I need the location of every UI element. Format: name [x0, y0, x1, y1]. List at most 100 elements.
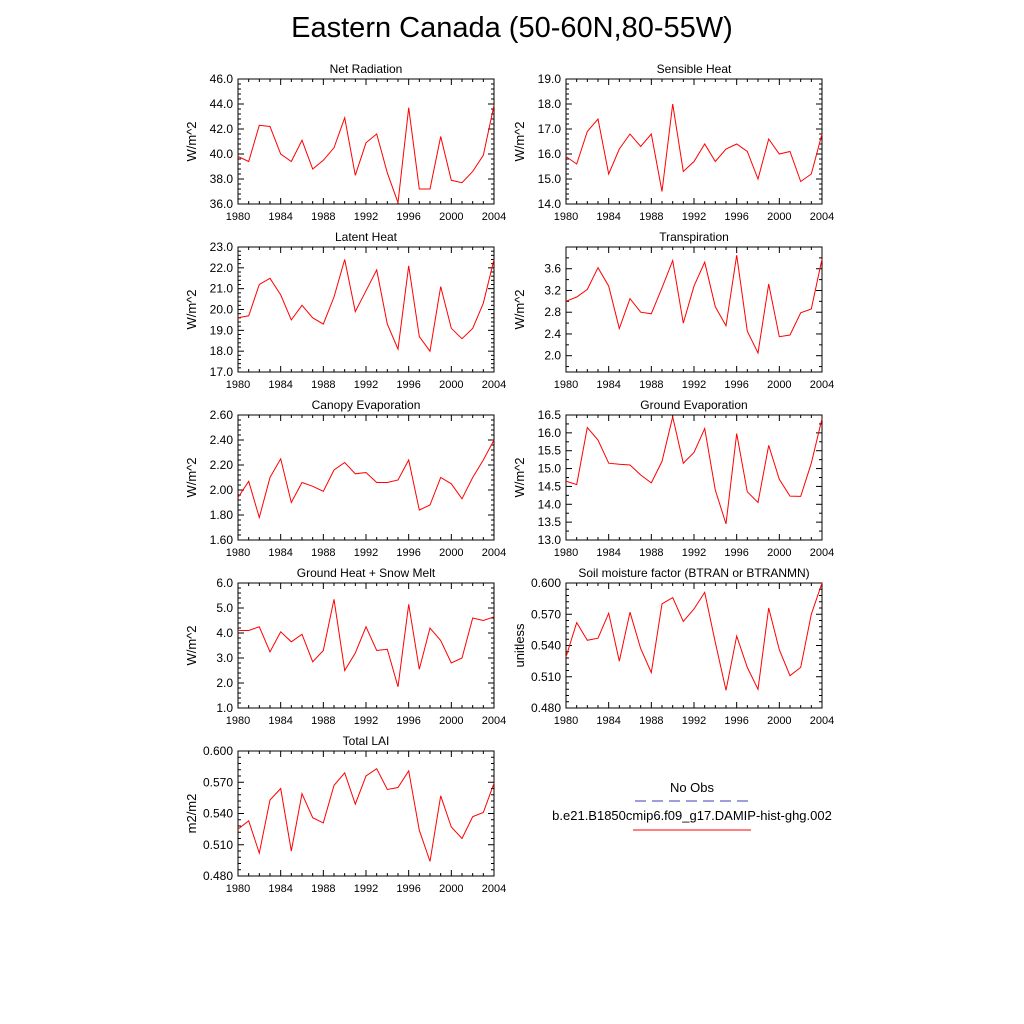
panel-title: Canopy Evaporation	[312, 398, 421, 412]
y-axis-label: W/m^2	[184, 289, 199, 329]
x-tick-label: 2004	[482, 547, 506, 559]
y-tick-label: 20.0	[210, 303, 234, 317]
legend-model-label: b.e21.B1850cmip6.f09_g17.DAMIP-hist-ghg.…	[552, 808, 832, 823]
chart-panel-1: Net Radiation W/m^2 1980 1984 1988 1992 1996 20…	[184, 62, 506, 223]
y-tick-label: 2.8	[544, 305, 561, 319]
y-tick-label: 4.0	[216, 626, 233, 640]
y-axis-label: unitless	[512, 623, 527, 668]
y-tick-label: 2.00	[210, 483, 234, 497]
series-line	[238, 599, 495, 687]
x-tick-label: 2004	[482, 883, 506, 895]
y-tick-label: 16.0	[538, 426, 562, 440]
x-tick-label: 1996	[724, 379, 748, 391]
chart-panel-7: Ground Heat + Snow Melt W/m^2 1980 1984 1988…	[184, 566, 506, 727]
x-tick-label: 1988	[311, 211, 335, 223]
chart-panel-6: Ground Evaporation W/m^2 1980 1984 1988 1992 1…	[512, 398, 834, 559]
x-tick-label: 2004	[810, 211, 834, 223]
x-tick-label: 1996	[396, 715, 420, 727]
chart-panel-9: Total LAI m2/m2 1980 1984 1988 1992 1996 2000 20…	[184, 734, 506, 895]
plot-frame	[565, 582, 823, 709]
y-tick-label: 13.0	[538, 533, 562, 547]
plot-frame	[565, 414, 823, 541]
x-tick-label: 1992	[354, 211, 378, 223]
plot-frame	[237, 246, 495, 373]
chart-panels: Net Radiation W/m^2 1980 1984 1988 1992 1996 20…	[184, 62, 834, 895]
y-tick-label: 17.0	[210, 365, 234, 379]
y-tick-label: 2.60	[210, 408, 234, 422]
x-tick-label: 2004	[482, 715, 506, 727]
legend-obs-label: No Obs	[670, 780, 715, 795]
x-tick-label: 1980	[226, 379, 250, 391]
plot-frame	[565, 78, 823, 205]
series-line	[565, 582, 823, 692]
series-line	[237, 105, 495, 203]
x-tick-label: 2004	[810, 715, 834, 727]
x-tick-label: 1984	[268, 547, 292, 559]
y-tick-label: 38.0	[210, 172, 234, 186]
y-tick-label: 3.6	[544, 262, 561, 276]
x-tick-label: 2000	[439, 715, 463, 727]
x-tick-label: 1980	[554, 211, 578, 223]
x-tick-label: 2000	[767, 547, 791, 559]
x-tick-label: 1984	[268, 715, 292, 727]
y-axis-label: W/m^2	[184, 457, 199, 497]
y-tick-label: 2.40	[210, 433, 234, 447]
y-tick-label: 2.0	[544, 349, 561, 363]
y-tick-label: 2.20	[210, 458, 234, 472]
x-tick-label: 1980	[226, 547, 250, 559]
y-tick-label: 0.600	[531, 576, 561, 590]
y-tick-label: 46.0	[210, 72, 234, 86]
x-tick-label: 1984	[268, 883, 292, 895]
series-line	[237, 439, 495, 520]
y-axis-label: W/m^2	[512, 121, 527, 161]
y-tick-label: 0.540	[203, 807, 233, 821]
y-tick-label: 17.0	[538, 122, 562, 136]
chart-panel-8: Soil moisture factor (BTRAN or BTRANMN) u…	[512, 566, 834, 727]
x-tick-label: 1980	[226, 211, 250, 223]
y-tick-label: 2.0	[216, 676, 233, 690]
x-tick-label: 1992	[354, 715, 378, 727]
y-tick-label: 14.0	[538, 197, 562, 211]
y-tick-label: 1.80	[210, 508, 234, 522]
x-tick-label: 1988	[311, 547, 335, 559]
y-tick-label: 3.0	[216, 651, 233, 665]
y-tick-label: 22.0	[210, 261, 234, 275]
x-tick-label: 1988	[311, 379, 335, 391]
y-tick-label: 14.0	[538, 497, 562, 511]
plot-frame	[237, 414, 495, 541]
y-tick-label: 40.0	[210, 147, 234, 161]
panel-title: Transpiration	[659, 230, 729, 244]
x-tick-label: 1996	[724, 547, 748, 559]
x-tick-label: 1992	[682, 211, 706, 223]
y-tick-label: 15.0	[538, 462, 562, 476]
x-tick-label: 1988	[639, 379, 663, 391]
x-tick-label: 1996	[396, 883, 420, 895]
panel-title: Sensible Heat	[657, 62, 732, 76]
x-tick-label: 2000	[439, 379, 463, 391]
x-tick-label: 2004	[810, 379, 834, 391]
x-tick-label: 1996	[724, 211, 748, 223]
series-line	[565, 255, 823, 355]
x-tick-label: 1980	[554, 547, 578, 559]
y-tick-label: 0.510	[531, 670, 561, 684]
x-tick-label: 1984	[596, 211, 620, 223]
x-tick-label: 2000	[439, 211, 463, 223]
x-tick-label: 1980	[554, 379, 578, 391]
x-tick-label: 2004	[810, 547, 834, 559]
y-tick-label: 1.60	[210, 533, 234, 547]
y-tick-label: 23.0	[210, 240, 234, 254]
x-tick-label: 1980	[226, 715, 250, 727]
y-tick-label: 0.510	[203, 838, 233, 852]
series-line	[565, 416, 823, 525]
x-tick-label: 1996	[396, 547, 420, 559]
x-tick-label: 1988	[639, 547, 663, 559]
x-tick-label: 2000	[767, 715, 791, 727]
legend: No Obs b.e21.B1850cmip6.f09_g17.DAMIP-hi…	[552, 780, 832, 831]
y-tick-label: 1.0	[216, 701, 233, 715]
y-tick-label: 36.0	[210, 197, 234, 211]
series-line	[237, 259, 495, 353]
x-tick-label: 1992	[682, 547, 706, 559]
series-line	[565, 103, 823, 192]
y-axis-label: W/m^2	[512, 457, 527, 497]
y-tick-label: 13.5	[538, 515, 562, 529]
